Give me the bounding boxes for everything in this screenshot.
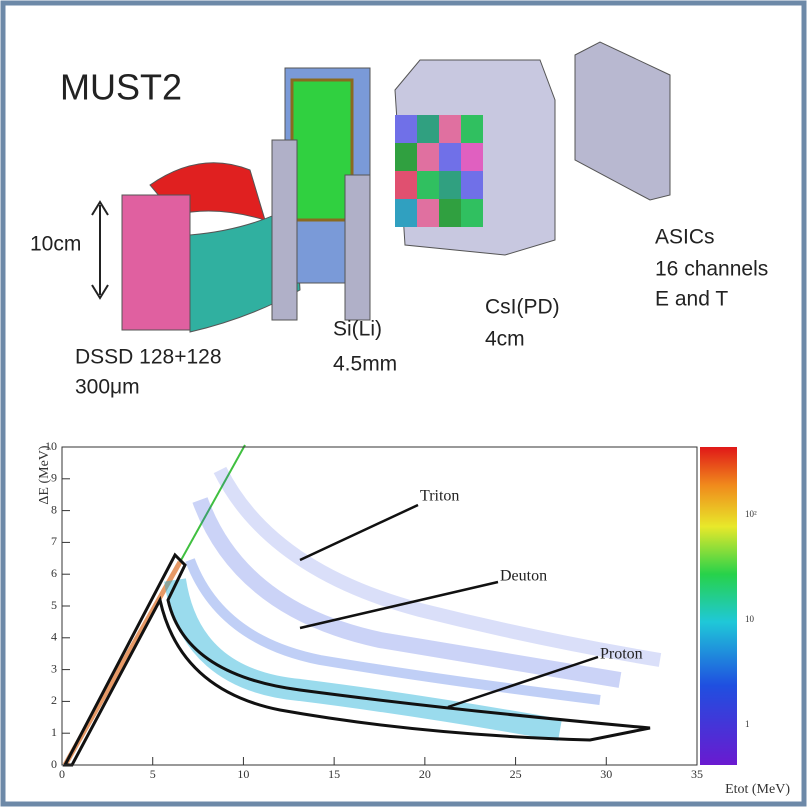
y-tick-label: 2 xyxy=(51,693,57,707)
label: DSSD 128+128 xyxy=(75,346,222,369)
label: 10cm xyxy=(30,233,81,256)
colorbar-label: 10² xyxy=(745,509,757,519)
x-tick-label: 20 xyxy=(419,767,431,781)
x-tick-label: 10 xyxy=(237,767,249,781)
annotation: Proton xyxy=(600,646,643,663)
label: 4cm xyxy=(485,328,525,351)
y-axis-label: ΔE (MeV) xyxy=(37,445,52,504)
label: CsI(PD) xyxy=(485,296,560,319)
colorbar-label: 1 xyxy=(745,719,750,729)
label: 16 channels xyxy=(655,258,768,281)
y-tick-label: 4 xyxy=(51,630,57,644)
title: MUST2 xyxy=(60,67,182,108)
y-tick-label: 7 xyxy=(51,534,57,548)
y-tick-label: 5 xyxy=(51,598,57,612)
annotation: Deuton xyxy=(500,568,547,585)
x-tick-label: 30 xyxy=(600,767,612,781)
label: 300μm xyxy=(75,376,140,399)
y-tick-label: 1 xyxy=(51,725,57,739)
x-tick-label: 0 xyxy=(59,767,65,781)
label: ASICs xyxy=(655,226,715,249)
x-tick-label: 15 xyxy=(328,767,340,781)
x-tick-label: 5 xyxy=(150,767,156,781)
label: 4.5mm xyxy=(333,353,397,376)
label: E and T xyxy=(655,288,728,311)
x-tick-label: 25 xyxy=(510,767,522,781)
y-tick-label: 3 xyxy=(51,661,57,675)
y-tick-label: 6 xyxy=(51,566,57,580)
y-tick-label: 0 xyxy=(51,757,57,771)
x-tick-label: 35 xyxy=(691,767,703,781)
figure: MUST2 10cm DSSD 128+128 300μm Si(Li) 4.5… xyxy=(0,0,807,807)
label: Si(Li) xyxy=(333,318,382,341)
x-axis-label: Etot (MeV) xyxy=(725,782,790,797)
annotation: Triton xyxy=(420,488,459,505)
colorbar xyxy=(700,447,737,765)
colorbar-label: 10 xyxy=(745,614,755,624)
